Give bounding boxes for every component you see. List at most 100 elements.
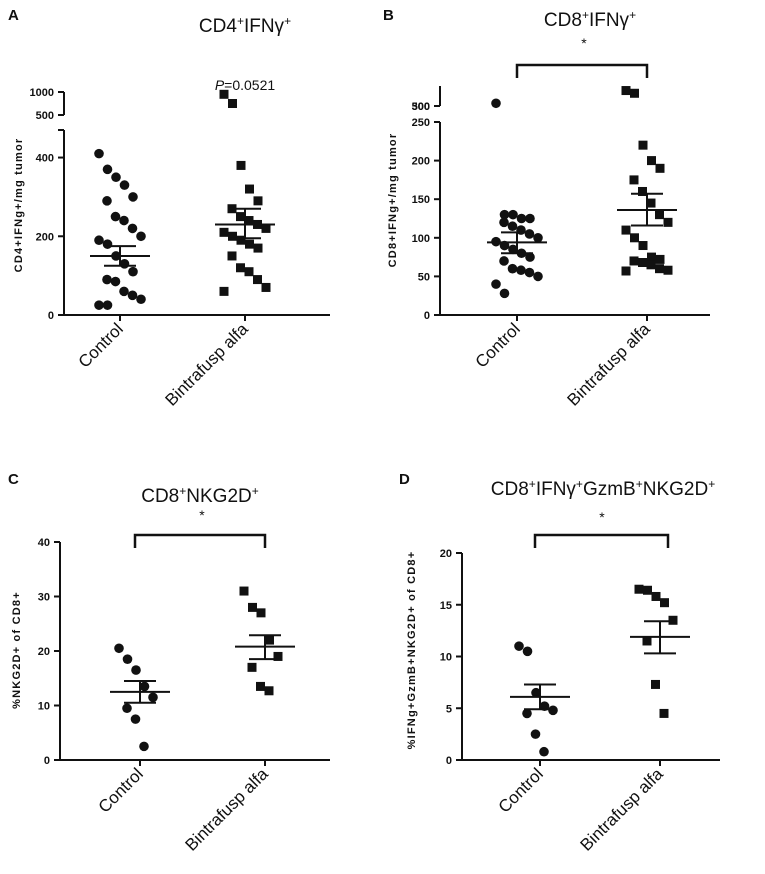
- data-point-bintrafusp-alfa: [253, 196, 263, 206]
- data-point-control: [491, 98, 501, 109]
- y-tick-label: 200: [412, 156, 430, 168]
- data-point-control: [507, 263, 518, 274]
- title-part-sup2: +: [629, 8, 636, 22]
- data-point-bintrafusp-alfa: [638, 258, 647, 268]
- data-point-bintrafusp-alfa: [629, 256, 639, 266]
- data-point-bintrafusp-alfa: [261, 223, 271, 233]
- data-point-bintrafusp-alfa: [630, 233, 639, 243]
- y-tick-label: 50: [418, 271, 430, 283]
- data-point-control: [531, 687, 541, 698]
- data-point-bintrafusp-alfa: [646, 198, 656, 208]
- data-point-control: [102, 274, 112, 285]
- title-part-base: CD8: [141, 486, 179, 507]
- data-point-bintrafusp-alfa: [621, 86, 631, 96]
- data-point-bintrafusp-alfa: [219, 227, 229, 237]
- data-point-control: [524, 229, 535, 239]
- data-point-control: [122, 703, 132, 714]
- title-part-sup4: +: [708, 477, 715, 491]
- data-point-bintrafusp-alfa: [630, 88, 639, 98]
- data-point-control: [524, 267, 535, 278]
- y-tick-label: 5: [446, 703, 452, 715]
- data-point-control: [508, 209, 518, 220]
- panel-title: CD8+IFNγ+: [544, 8, 636, 31]
- data-point-bintrafusp-alfa: [253, 243, 263, 253]
- title-part-mid: IFNγ: [589, 10, 630, 31]
- y-tick-label: 20: [38, 646, 50, 658]
- title-part-base: CD4: [199, 16, 237, 37]
- data-point-control: [136, 294, 146, 305]
- panel-title: CD8+IFNγ+GzmB+NKG2D+: [491, 477, 715, 500]
- data-point-bintrafusp-alfa: [621, 225, 631, 235]
- data-point-control: [111, 172, 121, 183]
- p-value-annotation: P=0.0521: [215, 77, 276, 93]
- data-point-control: [102, 300, 113, 310]
- data-point-bintrafusp-alfa: [265, 635, 274, 645]
- panel-letter: B: [383, 7, 394, 24]
- data-point-bintrafusp-alfa: [245, 239, 254, 249]
- significance-star: *: [599, 509, 605, 525]
- y-tick-label: 0: [44, 755, 50, 767]
- data-point-bintrafusp-alfa: [247, 662, 257, 672]
- data-point-control: [499, 256, 509, 266]
- data-point-bintrafusp-alfa: [638, 241, 648, 251]
- title-part-sup1: +: [529, 477, 536, 491]
- y-tick-label: 400: [36, 153, 54, 165]
- data-point-bintrafusp-alfa: [239, 586, 249, 596]
- panel-letter: A: [8, 7, 19, 24]
- data-point-control: [94, 235, 104, 246]
- data-point-bintrafusp-alfa: [219, 286, 229, 296]
- significance-star: *: [199, 507, 205, 523]
- data-point-control: [507, 221, 518, 232]
- data-point-control: [533, 271, 543, 282]
- significance-star: *: [581, 35, 587, 51]
- data-point-bintrafusp-alfa: [236, 235, 246, 245]
- data-point-bintrafusp-alfa: [642, 636, 652, 646]
- data-point-control: [130, 714, 141, 724]
- title-part-sup2: +: [252, 484, 259, 498]
- data-point-bintrafusp-alfa: [663, 265, 673, 275]
- data-point-bintrafusp-alfa: [629, 175, 639, 185]
- y-tick-label: 15: [440, 600, 452, 612]
- data-point-bintrafusp-alfa: [655, 163, 665, 173]
- data-point-bintrafusp-alfa: [248, 602, 257, 612]
- data-point-bintrafusp-alfa: [236, 160, 246, 170]
- y-axis-label: CD8+IFNg+/mg tumor: [387, 133, 399, 268]
- data-point-control: [114, 643, 124, 654]
- data-point-bintrafusp-alfa: [261, 282, 271, 292]
- title-part-sup3: +: [636, 477, 643, 491]
- title-part-sup1: +: [237, 14, 244, 28]
- data-point-bintrafusp-alfa: [256, 608, 266, 618]
- data-point-bintrafusp-alfa: [647, 156, 656, 166]
- title-part-sup1: +: [582, 8, 589, 22]
- data-point-bintrafusp-alfa: [273, 651, 283, 661]
- title-part-mid2: GzmB: [583, 479, 636, 500]
- data-point-control: [119, 259, 130, 269]
- data-point-control: [128, 192, 138, 202]
- panel-title: CD4+IFNγ+: [199, 14, 291, 37]
- data-point-control: [102, 196, 112, 206]
- data-point-control: [119, 286, 129, 297]
- data-point-bintrafusp-alfa: [655, 210, 664, 220]
- significance-bracket: [133, 533, 267, 548]
- data-point-control: [499, 288, 510, 299]
- data-point-bintrafusp-alfa: [253, 275, 262, 285]
- data-point-control: [539, 746, 549, 757]
- data-point-control: [94, 148, 104, 159]
- data-point-control: [522, 708, 532, 719]
- data-point-control: [148, 692, 158, 703]
- y-tick-label: 10: [38, 701, 50, 713]
- data-point-bintrafusp-alfa: [245, 184, 254, 194]
- data-point-control: [94, 300, 104, 310]
- data-point-bintrafusp-alfa: [228, 99, 237, 108]
- y-tick-label: 200: [36, 231, 54, 243]
- y-axis-label: CD4+IFNg+/mg tumor: [13, 138, 25, 273]
- y-tick-label: 0: [424, 310, 430, 322]
- data-point-control: [491, 279, 501, 289]
- title-part-mid: IFNγ: [244, 16, 285, 37]
- title-part-sup2: +: [284, 14, 291, 28]
- data-point-control: [136, 231, 146, 242]
- significance-bracket: [515, 63, 649, 78]
- data-point-bintrafusp-alfa: [643, 585, 652, 595]
- data-point-bintrafusp-alfa: [256, 681, 265, 691]
- y-tick-label: 100: [412, 233, 430, 245]
